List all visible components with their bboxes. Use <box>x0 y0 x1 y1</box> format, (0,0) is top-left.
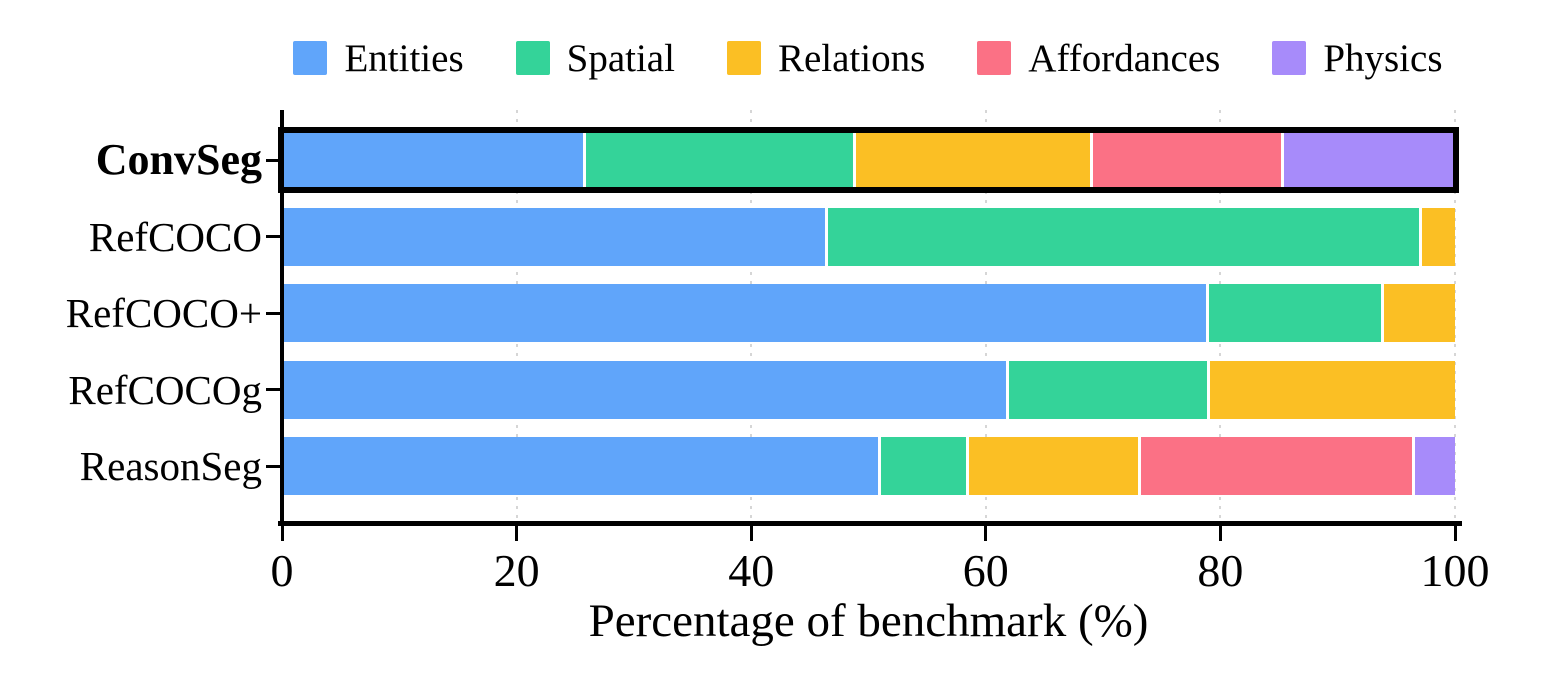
bar-segment-convseg-affordances <box>1090 131 1282 189</box>
legend-label-relations: Relations <box>777 36 926 80</box>
y-label-refcoco: RefCOCO+ <box>65 290 262 336</box>
x-tick-100 <box>1453 526 1457 541</box>
x-tick-80 <box>1218 526 1222 541</box>
bar-segment-refcoco-spatial <box>1206 284 1382 342</box>
bar-segment-reasonseg-affordances <box>1138 437 1412 495</box>
y-tick-refcoco <box>266 235 281 238</box>
bar-segment-convseg-physics <box>1281 131 1455 189</box>
y-label-reasonseg: ReasonSeg <box>79 443 262 489</box>
y-tick-convseg <box>266 158 281 162</box>
x-tick-0 <box>280 526 284 541</box>
bar-segment-reasonseg-relations <box>965 437 1139 495</box>
y-label-refcocog: RefCOCOg <box>68 366 262 413</box>
x-tick-60 <box>984 526 988 541</box>
bar-segment-convseg-entities <box>282 131 584 189</box>
bar-segment-refcoco-entities <box>282 207 826 266</box>
legend-item-physics: Physics <box>1272 36 1443 80</box>
bar-segment-reasonseg-entities <box>282 437 878 495</box>
bar-segment-refcoco-entities <box>282 284 1207 342</box>
y-label-convseg: ConvSeg <box>95 135 262 184</box>
bar-segment-refcoco-relations <box>1381 284 1455 342</box>
bar-refcoco <box>282 207 1455 266</box>
x-tick-label-80: 80 <box>1197 545 1244 596</box>
x-axis-title: Percentage of benchmark (%) <box>588 595 1149 647</box>
x-tick-label-0: 0 <box>270 545 294 596</box>
y-tick-refcocog <box>266 388 281 391</box>
x-tick-40 <box>749 526 753 541</box>
legend-label-physics: Physics <box>1323 36 1443 80</box>
legend-label-entities: Entities <box>344 36 464 80</box>
legend-item-spatial: Spatial <box>515 36 675 80</box>
bar-segment-refcoco-relations <box>1418 207 1455 266</box>
legend-swatch-relations-icon <box>726 41 761 75</box>
gridline-100 <box>1454 110 1456 523</box>
x-axis-spine <box>278 521 1462 526</box>
legend-item-relations: Relations <box>726 36 926 80</box>
legend-swatch-spatial-icon <box>515 41 550 75</box>
legend-label-spatial: Spatial <box>566 36 675 80</box>
bar-segment-reasonseg-spatial <box>877 437 966 495</box>
bar-segment-convseg-spatial <box>583 131 854 189</box>
x-tick-label-40: 40 <box>728 545 775 596</box>
bar-refcocog <box>282 360 1455 419</box>
x-tick-20 <box>515 526 519 541</box>
chart-legend: Entities Spatial Relations Affordances Physi… <box>168 30 1546 86</box>
legend-swatch-affordances-icon <box>977 41 1012 75</box>
legend-item-entities: Entities <box>293 36 464 80</box>
x-tick-label-20: 20 <box>493 545 540 596</box>
legend-swatch-entities-icon <box>293 41 328 75</box>
bar-segment-refcoco-spatial <box>825 207 1419 266</box>
legend-label-affordances: Affordances <box>1028 36 1221 80</box>
y-tick-reasonseg <box>266 464 281 468</box>
bar-convseg <box>278 127 1459 193</box>
bar-segment-refcocog-entities <box>282 360 1006 419</box>
bar-reasonseg <box>282 437 1455 495</box>
y-tick-refcoco <box>266 311 281 315</box>
bar-refcoco <box>282 284 1455 342</box>
bar-segment-refcocog-relations <box>1207 360 1455 419</box>
x-tick-label-60: 60 <box>962 545 1009 596</box>
plot-area <box>278 110 1459 523</box>
bar-segment-convseg-relations <box>853 131 1091 189</box>
legend-item-affordances: Affordances <box>977 39 1220 78</box>
bar-segment-reasonseg-physics <box>1411 437 1455 495</box>
x-tick-label-100: 100 <box>1420 545 1490 596</box>
y-axis-spine <box>280 110 284 526</box>
legend-swatch-physics-icon <box>1272 41 1307 75</box>
y-label-refcoco: RefCOCO <box>88 213 262 260</box>
bar-segment-refcocog-spatial <box>1005 360 1208 419</box>
